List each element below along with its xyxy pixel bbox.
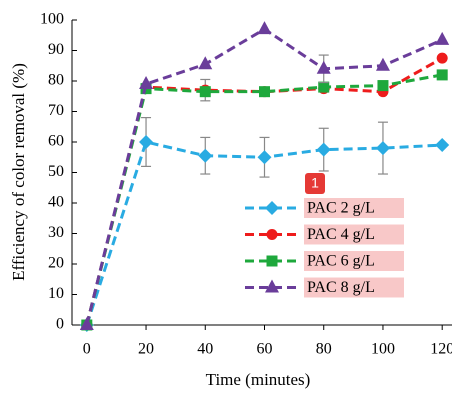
marker bbox=[259, 86, 270, 98]
legend-label: PAC 8 g/L bbox=[307, 279, 375, 296]
y-tick-label: 0 bbox=[56, 316, 64, 333]
y-tick-label: 40 bbox=[48, 194, 64, 211]
y-tick-label: 60 bbox=[48, 133, 64, 150]
marker bbox=[316, 142, 331, 157]
marker bbox=[316, 60, 331, 74]
x-axis-title: Time (minutes) bbox=[206, 370, 311, 389]
y-tick-label: 30 bbox=[48, 224, 64, 241]
legend-highlight bbox=[304, 224, 404, 245]
marker bbox=[266, 229, 278, 240]
y-tick-label: 80 bbox=[48, 72, 64, 89]
marker bbox=[436, 52, 448, 64]
x-tick-label: 120 bbox=[430, 341, 452, 358]
legend-highlight bbox=[304, 251, 404, 271]
marker bbox=[199, 86, 211, 98]
marker bbox=[377, 80, 389, 92]
marker bbox=[139, 135, 154, 149]
annotation-badge bbox=[305, 173, 325, 194]
marker bbox=[257, 21, 272, 35]
marker bbox=[265, 279, 279, 293]
legend-label: PAC 2 g/L bbox=[307, 200, 375, 217]
marker bbox=[257, 150, 272, 165]
y-tick-label: 70 bbox=[48, 102, 64, 119]
marker bbox=[265, 201, 279, 215]
legend-label: PAC 6 g/L bbox=[307, 253, 375, 270]
marker bbox=[375, 57, 390, 71]
y-axis-title: Efficiency of color removal (%) bbox=[9, 63, 28, 281]
x-tick-label: 20 bbox=[138, 341, 154, 358]
y-tick-label: 90 bbox=[48, 41, 64, 58]
marker bbox=[375, 141, 390, 156]
marker bbox=[318, 81, 330, 93]
y-tick-label: 20 bbox=[48, 255, 64, 272]
marker bbox=[266, 255, 278, 267]
y-tick-label: 100 bbox=[40, 11, 64, 28]
x-tick-label: 60 bbox=[257, 341, 273, 358]
y-tick-label: 10 bbox=[48, 285, 64, 302]
legend-label: PAC 4 g/L bbox=[307, 226, 375, 243]
marker bbox=[198, 56, 213, 70]
marker bbox=[198, 148, 213, 163]
marker bbox=[139, 76, 154, 90]
marker bbox=[79, 317, 94, 330]
x-tick-label: 100 bbox=[371, 341, 395, 358]
x-tick-label: 80 bbox=[316, 341, 332, 358]
marker bbox=[436, 69, 448, 81]
marker bbox=[435, 31, 450, 45]
x-tick-label: 40 bbox=[197, 341, 213, 358]
y-tick-label: 50 bbox=[48, 163, 64, 180]
legend-highlight bbox=[304, 198, 404, 218]
x-tick-label: 0 bbox=[83, 341, 91, 358]
marker bbox=[435, 138, 450, 153]
legend-highlight bbox=[304, 277, 404, 298]
annotation-label: 1 bbox=[311, 175, 319, 191]
